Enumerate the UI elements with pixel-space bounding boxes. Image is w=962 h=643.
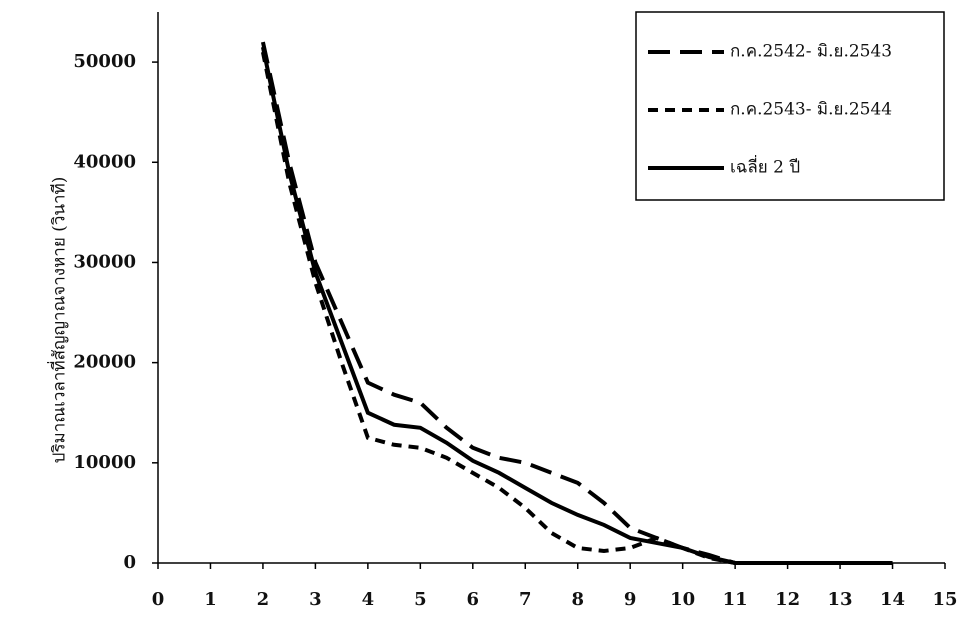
x-tick-label: 13 (828, 589, 853, 610)
legend-label: ก.ค.2543- มิ.ย.2544 (730, 100, 892, 120)
y-tick-label: 0 (123, 552, 136, 573)
x-tick-label: 14 (880, 589, 905, 610)
x-tick-label: 7 (519, 589, 532, 610)
y-tick-label: 10000 (73, 452, 136, 473)
x-tick-label: 3 (309, 589, 322, 610)
y-tick-label: 20000 (73, 352, 136, 373)
legend-label: ก.ค.2542- มิ.ย.2543 (730, 42, 892, 62)
x-tick-label: 9 (624, 589, 637, 610)
data-line (260, 46, 893, 565)
data-line (260, 41, 893, 565)
x-tick-label: 5 (414, 589, 427, 610)
y-tick-label: 40000 (73, 151, 136, 172)
x-tick-label: 15 (932, 589, 957, 610)
x-tick-label: 6 (467, 589, 480, 610)
x-tick-label: 8 (571, 589, 584, 610)
x-tick-label: 0 (152, 589, 165, 610)
data-line (260, 51, 893, 565)
y-axis-label: ปริมาณเวลาที่สัญญาณจางหาย (วินาที) (47, 177, 70, 464)
x-tick-label: 11 (723, 589, 748, 610)
y-tick-label: 30000 (73, 251, 136, 272)
x-tick-label: 10 (670, 589, 695, 610)
x-tick-label: 12 (775, 589, 800, 610)
x-tick-label: 2 (257, 589, 270, 610)
x-tick-label: 1 (204, 589, 217, 610)
x-tick-label: 4 (362, 589, 375, 610)
y-tick-label: 50000 (73, 51, 136, 72)
legend-label: เฉลี่ย 2 ปี (730, 155, 800, 178)
